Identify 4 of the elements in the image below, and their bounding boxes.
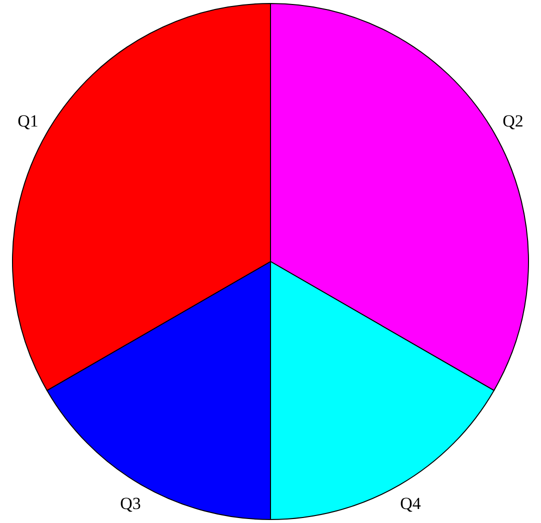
slice-label: Q2 [502, 111, 524, 130]
slice-label: Q4 [400, 494, 422, 513]
slice-label: Q3 [120, 494, 141, 513]
slice-label: Q1 [18, 111, 38, 130]
